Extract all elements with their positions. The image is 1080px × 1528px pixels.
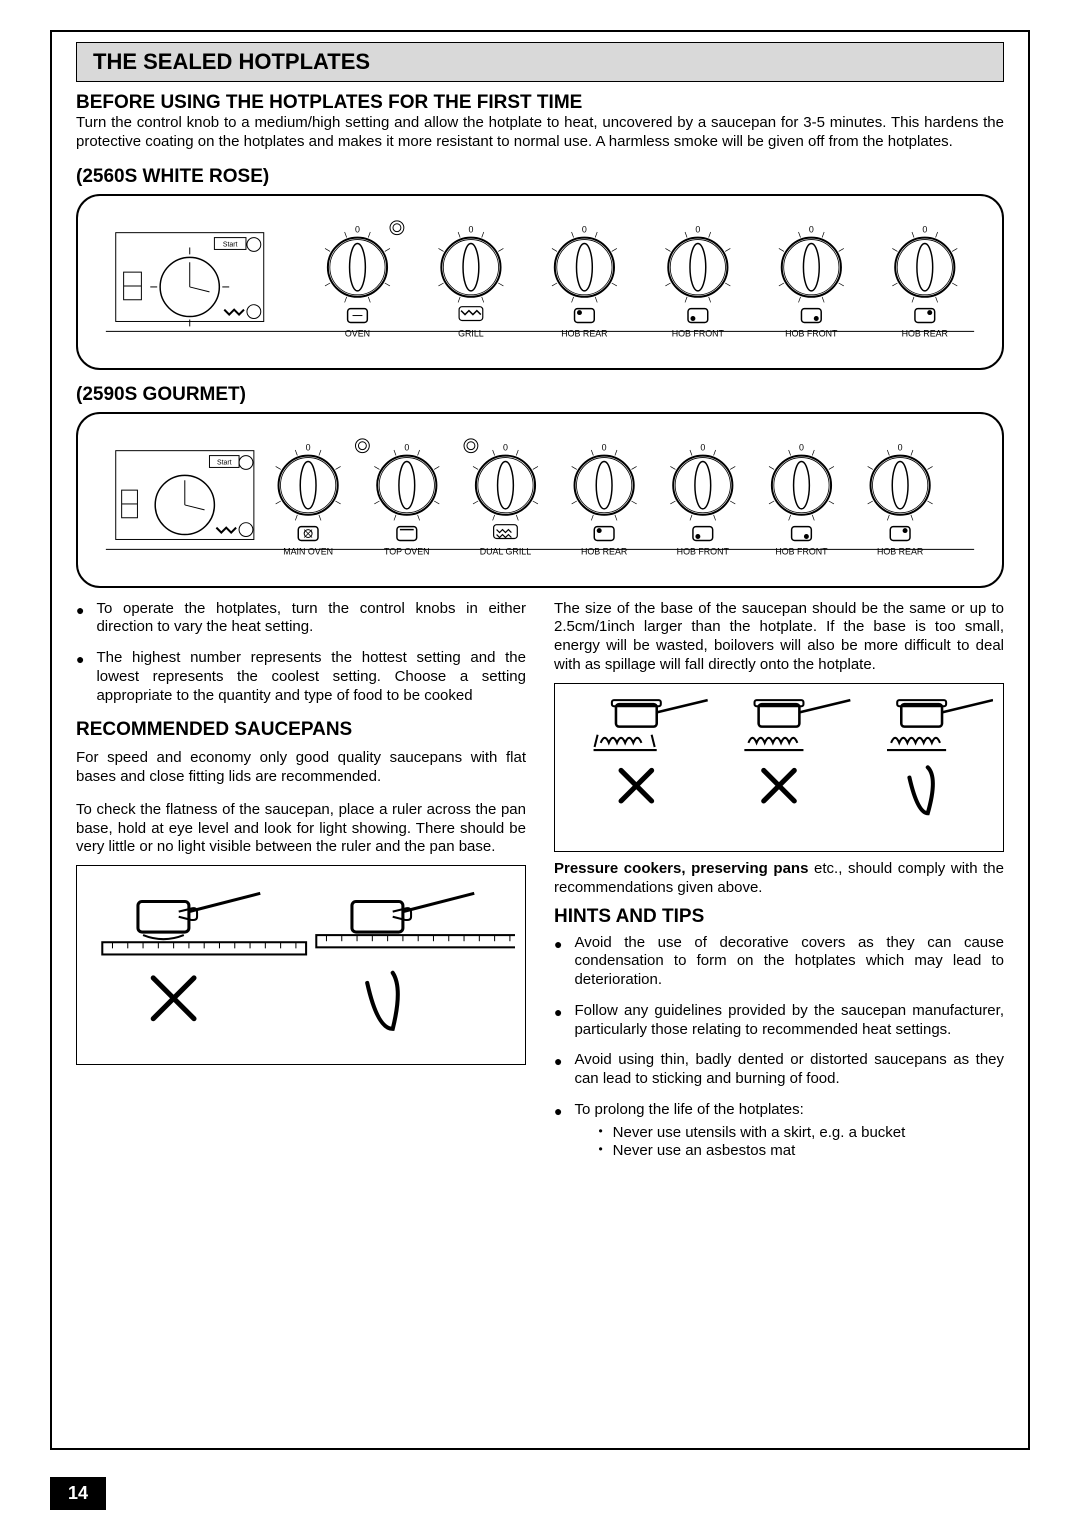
paragraph-base-size: The size of the base of the saucepan sho…	[554, 600, 1004, 675]
hint-4: To prolong the life of the hotplates: Ne…	[554, 1101, 1004, 1161]
svg-text:HOB FRONT: HOB FRONT	[775, 546, 828, 556]
svg-text:HOB REAR: HOB REAR	[877, 546, 923, 556]
hint-1: Avoid the use of decorative covers as th…	[554, 934, 1004, 990]
svg-text:HOB REAR: HOB REAR	[561, 328, 607, 338]
panel-diagram-2560s: Start 0 OVEN 0 GRILL 0 HOB REAR 0 HOB FRONT 0 HOB…	[96, 208, 984, 356]
hint-3: Avoid using thin, badly dented or distor…	[554, 1051, 1004, 1089]
svg-text:0: 0	[503, 442, 508, 452]
heading-model-2590s: (2590S GOURMET)	[76, 384, 1004, 406]
svg-text:HOB FRONT: HOB FRONT	[785, 328, 838, 338]
control-panel-2560s: Start 0 OVEN 0 GRILL 0 HOB REAR 0 HOB FRONT 0 HOB…	[76, 194, 1004, 370]
hint-2: Follow any guidelines provided by the sa…	[554, 1002, 1004, 1040]
svg-text:DUAL GRILL: DUAL GRILL	[480, 546, 532, 556]
svg-text:HOB FRONT: HOB FRONT	[672, 328, 725, 338]
svg-text:OVEN: OVEN	[345, 328, 370, 338]
svg-text:0: 0	[695, 224, 700, 234]
heading-model-2560s: (2560S WHITE ROSE)	[76, 166, 1004, 188]
bold-pressure-cookers: Pressure cookers, preserving pans	[554, 860, 808, 877]
ruler-diagram	[76, 865, 526, 1065]
paragraph-before-using: Turn the control knob to a medium/high s…	[76, 114, 1004, 152]
sub-hint-1: Never use utensils with a skirt, e.g. a …	[598, 1124, 1004, 1143]
svg-text:HOB REAR: HOB REAR	[902, 328, 948, 338]
svg-text:0: 0	[602, 442, 607, 452]
paragraph-saucepans-2: To check the flatness of the saucepan, p…	[76, 801, 526, 857]
heading-before-using: BEFORE USING THE HOTPLATES FOR THE FIRST…	[76, 92, 1004, 114]
svg-text:0: 0	[468, 224, 473, 234]
sub-hint-2: Never use an asbestos mat	[598, 1142, 1004, 1161]
svg-text:0: 0	[700, 442, 705, 452]
left-column: To operate the hotplates, turn the contr…	[76, 600, 526, 1174]
svg-text:0: 0	[306, 442, 311, 452]
svg-text:MAIN OVEN: MAIN OVEN	[283, 546, 333, 556]
svg-text:0: 0	[898, 442, 903, 452]
bullet-setting: The highest number represents the hottes…	[76, 649, 526, 705]
svg-text:0: 0	[404, 442, 409, 452]
svg-text:HOB REAR: HOB REAR	[581, 546, 627, 556]
hotplate-diagram	[554, 683, 1004, 853]
svg-text:Start: Start	[223, 241, 238, 248]
svg-text:HOB FRONT: HOB FRONT	[677, 546, 730, 556]
svg-text:0: 0	[809, 224, 814, 234]
right-column: The size of the base of the saucepan sho…	[554, 600, 1004, 1174]
section-title: THE SEALED HOTPLATES	[76, 42, 1004, 82]
svg-text:0: 0	[922, 224, 927, 234]
paragraph-pressure-cookers: Pressure cookers, preserving pans etc., …	[554, 860, 1004, 898]
svg-text:GRILL: GRILL	[458, 328, 484, 338]
bullet-operate: To operate the hotplates, turn the contr…	[76, 600, 526, 638]
svg-text:0: 0	[582, 224, 587, 234]
heading-hints: HINTS AND TIPS	[554, 906, 1004, 928]
paragraph-saucepans-1: For speed and economy only good quality …	[76, 749, 526, 787]
page-number: 14	[50, 1477, 106, 1510]
svg-text:0: 0	[799, 442, 804, 452]
svg-text:Start: Start	[217, 459, 232, 466]
heading-saucepans: RECOMMENDED SAUCEPANS	[76, 719, 526, 741]
svg-text:0: 0	[355, 224, 360, 234]
svg-text:TOP OVEN: TOP OVEN	[384, 546, 430, 556]
control-panel-2590s: Start 0 MAIN OVEN 0 TOP OVEN 0 DUAL GRILL 0 HOB…	[76, 412, 1004, 588]
panel-diagram-2590s: Start 0 MAIN OVEN 0 TOP OVEN 0 DUAL GRILL 0 HOB…	[96, 426, 984, 574]
